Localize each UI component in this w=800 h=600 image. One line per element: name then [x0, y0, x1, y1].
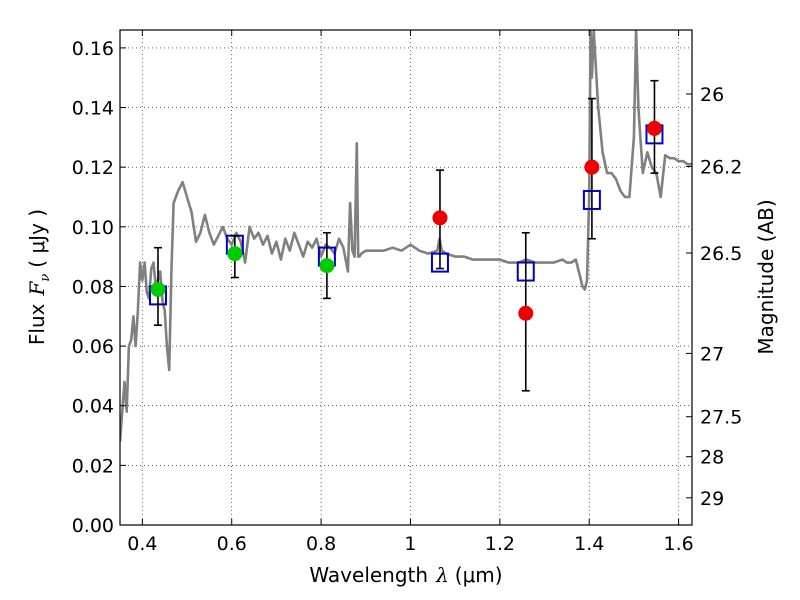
y-tick-label: 0.04 [72, 396, 114, 418]
x-tick-label: 1 [404, 533, 416, 555]
y2-tick-label: 26 [700, 84, 724, 106]
ticks: 0.4 0.6 0.8 1 1.2 1.4 1.6 0.00 0.02 0.04 0.06 0.08 0… [72, 30, 742, 555]
x-tick-label: 1.2 [485, 533, 515, 555]
observed-nir-point [432, 210, 448, 226]
y2-tick-label: 26.5 [700, 243, 742, 265]
x-axis-label: Wavelength λ (μm) [309, 563, 502, 587]
plot-frame [119, 29, 693, 526]
x-tick-label: 0.8 [306, 533, 336, 555]
y-tick-label: 0.06 [72, 336, 114, 358]
y-tick-label: 0.02 [72, 455, 114, 477]
x-tick-label: 1.6 [663, 533, 693, 555]
observed-nir-point [584, 159, 600, 175]
observed-nir-point [646, 120, 662, 136]
y-tick-label: 0.08 [72, 276, 114, 298]
x-tick-label: 0.4 [127, 533, 157, 555]
x-tick-label: 1.4 [574, 533, 604, 555]
y-axis-label: FluxFν( μJy ) [25, 209, 53, 345]
observed-optical-point [319, 258, 335, 274]
y-tick-label: 0.00 [72, 515, 114, 537]
series [120, 30, 692, 442]
right-axis-label: Magnitude (AB) [754, 199, 778, 354]
observed-optical-point [150, 281, 166, 297]
x-tick-label: 0.6 [217, 533, 247, 555]
y-tick-label: 0.12 [72, 157, 114, 179]
observed-nir-point [518, 305, 534, 321]
y2-tick-label: 28 [700, 447, 724, 469]
y2-tick-label: 27.5 [700, 407, 742, 429]
y2-tick-label: 29 [700, 488, 724, 510]
y-tick-label: 0.10 [72, 217, 114, 239]
observed-optical-point [227, 246, 243, 262]
y-tick-label: 0.14 [72, 98, 114, 120]
model-spectrum-line [120, 30, 692, 442]
y2-tick-label: 26.2 [700, 156, 742, 178]
y2-tick-label: 27 [700, 343, 724, 365]
y-tick-label: 0.16 [72, 38, 114, 60]
